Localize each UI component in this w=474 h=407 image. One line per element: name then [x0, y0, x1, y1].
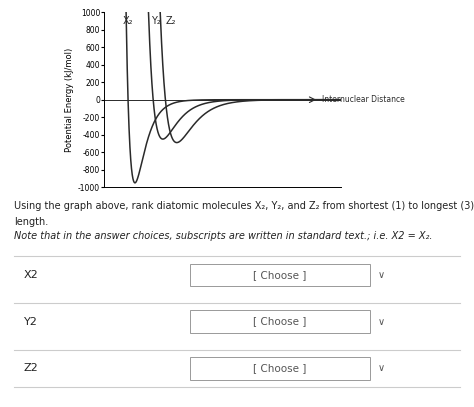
Text: Y2: Y2 [24, 317, 37, 326]
Text: ∨: ∨ [378, 317, 385, 326]
Text: Internuclear Distance: Internuclear Distance [322, 95, 404, 104]
Text: [ Choose ]: [ Choose ] [253, 363, 306, 373]
Text: length.: length. [14, 217, 48, 227]
Text: Using the graph above, rank diatomic molecules X₂, Y₂, and Z₂ from shortest (1) : Using the graph above, rank diatomic mol… [14, 201, 474, 212]
Text: [ Choose ]: [ Choose ] [253, 270, 306, 280]
Text: [ Choose ]: [ Choose ] [253, 317, 306, 326]
Text: Z2: Z2 [24, 363, 38, 373]
Text: X2: X2 [24, 270, 38, 280]
Text: Note that in the answer choices, subscripts are written in standard text.; i.e. : Note that in the answer choices, subscri… [14, 231, 433, 241]
Text: ∨: ∨ [378, 270, 385, 280]
Text: Y₂: Y₂ [151, 15, 161, 26]
Y-axis label: Potential Energy (kJ/mol): Potential Energy (kJ/mol) [65, 48, 74, 152]
Text: ∨: ∨ [378, 363, 385, 373]
Text: Z₂: Z₂ [166, 15, 176, 26]
Text: X₂: X₂ [123, 15, 133, 26]
